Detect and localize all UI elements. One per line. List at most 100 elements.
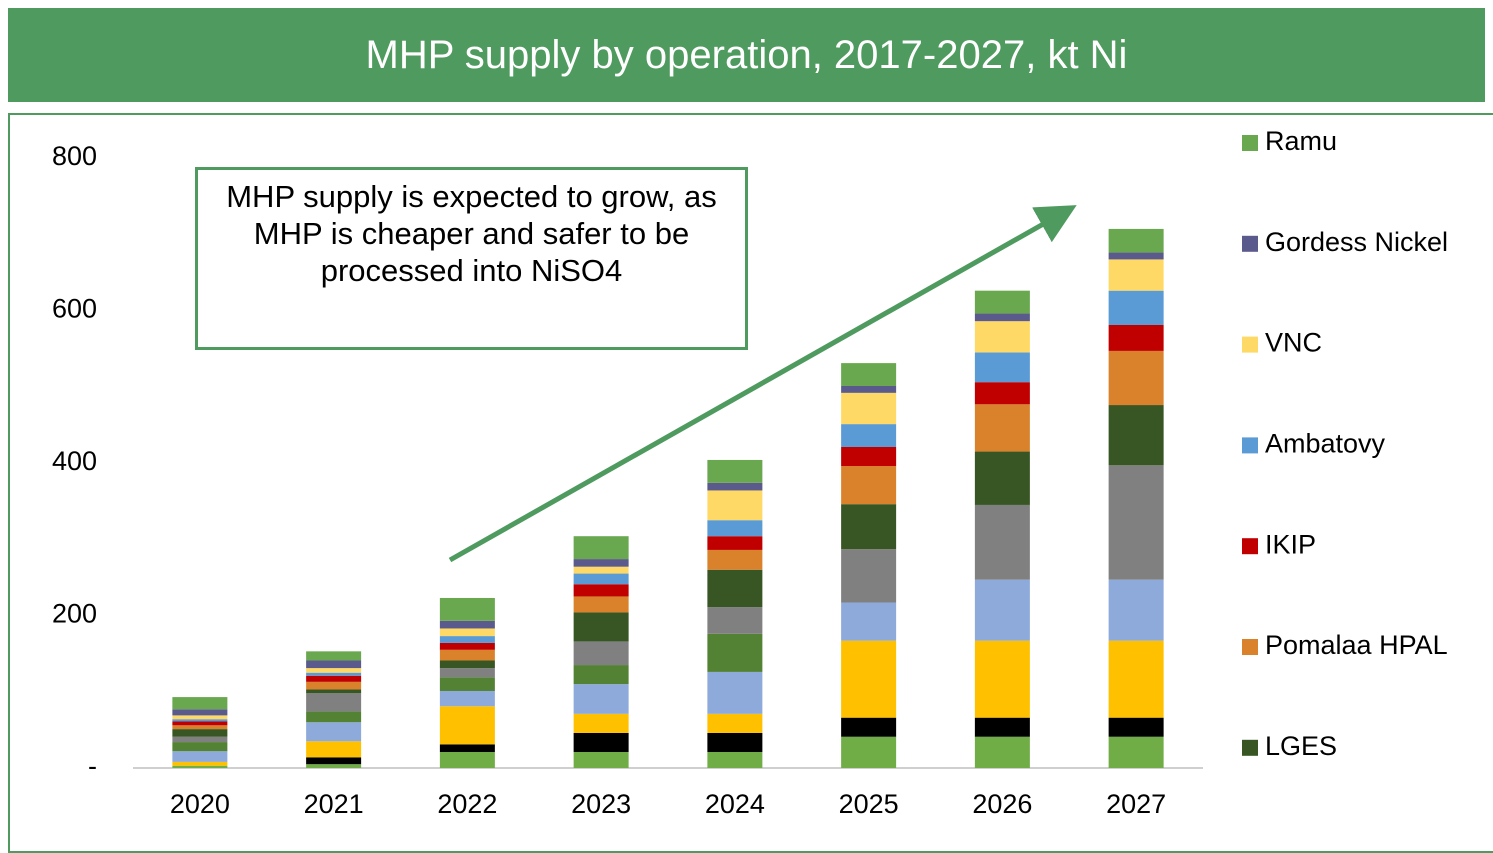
bar-segment <box>306 757 362 765</box>
x-tick-label: 2026 <box>972 789 1032 819</box>
bar-segment <box>1108 579 1164 641</box>
bar-segment <box>1108 252 1164 260</box>
bar-segment <box>841 549 897 603</box>
legend-label: IKIP <box>1265 529 1316 559</box>
bar-segment <box>439 668 495 678</box>
bar-segment <box>573 566 629 574</box>
bar-segment <box>974 504 1030 580</box>
bar-segment <box>306 693 362 712</box>
bar-segment <box>974 736 1030 768</box>
bar-segment <box>573 751 629 768</box>
bar-segment <box>172 721 228 726</box>
bar-segment <box>1108 228 1164 253</box>
bar-segment <box>841 392 897 425</box>
annotation: MHP supply is expected to grow, as MHP i… <box>195 167 748 350</box>
bar-segment <box>573 584 629 597</box>
bar-segment <box>573 612 629 642</box>
bar-segment <box>172 719 228 722</box>
bar-segment <box>573 596 629 613</box>
bar-segment <box>573 573 629 585</box>
bar-segment <box>306 764 362 768</box>
bar-segment <box>707 607 763 634</box>
x-tick-label: 2021 <box>304 789 364 819</box>
y-tick-label: - <box>88 751 97 781</box>
legend-swatch <box>1242 739 1258 756</box>
bar-segment <box>841 385 897 393</box>
x-tick-label: 2022 <box>437 789 497 819</box>
legend-label: Ambatovy <box>1265 429 1386 459</box>
bar-segment <box>974 451 1030 505</box>
bar-segment <box>841 602 897 641</box>
legend-label: Pomalaa HPAL <box>1265 630 1448 660</box>
bar-segment <box>573 665 629 685</box>
legend-swatch <box>1242 336 1258 353</box>
bar-segment <box>841 424 897 447</box>
bar-segment <box>306 681 362 690</box>
bar-segment <box>439 677 495 691</box>
bar-segment <box>841 446 897 467</box>
bar-segment <box>573 732 629 752</box>
bar-segment <box>841 504 897 550</box>
y-tick-label: 400 <box>52 446 97 476</box>
bar-segment <box>707 671 763 714</box>
bar-segment <box>1108 324 1164 351</box>
bar-segment <box>974 352 1030 383</box>
bar-segment <box>573 559 629 567</box>
bar-segment <box>306 651 362 661</box>
bar-segment <box>1108 465 1164 580</box>
bar-segment <box>306 672 362 676</box>
bar-segment <box>439 649 495 661</box>
bar-segment <box>974 382 1030 405</box>
bar-segment <box>1108 350 1164 406</box>
bar-segment <box>439 628 495 637</box>
legend-label: VNC <box>1265 328 1322 358</box>
bar-segment <box>172 715 228 720</box>
x-tick-label: 2025 <box>839 789 899 819</box>
bar-segment <box>1108 640 1164 718</box>
bar-segment <box>439 706 495 745</box>
bar-segment <box>439 744 495 752</box>
bar-segment <box>573 641 629 666</box>
bar-segment <box>707 536 763 550</box>
bar-segment <box>974 640 1030 718</box>
bar-segment <box>1108 259 1164 291</box>
bar-segment <box>172 751 228 762</box>
y-tick-label: 200 <box>52 599 97 629</box>
bar-segment <box>707 633 763 672</box>
bar-segment <box>1108 290 1164 325</box>
bar-segment <box>841 640 897 718</box>
bar-segment <box>974 290 1030 314</box>
bar-segment <box>439 690 495 707</box>
legend-swatch <box>1242 538 1258 555</box>
bar-segment <box>573 684 629 714</box>
bar-segment <box>306 668 362 673</box>
bar-segment <box>172 725 228 730</box>
legend-swatch <box>1242 639 1258 655</box>
bar-segment <box>841 466 897 505</box>
bar-segment <box>707 549 763 570</box>
bar-segment <box>306 689 362 694</box>
bar-segment <box>974 717 1030 737</box>
bar-segment <box>707 713 763 733</box>
x-tick-label: 2027 <box>1106 789 1166 819</box>
bar-segment <box>439 660 495 669</box>
legend-swatch <box>1242 135 1258 151</box>
bar-segment <box>974 321 1030 353</box>
bar-segment <box>439 642 495 650</box>
legend-label: Ramu <box>1265 126 1337 156</box>
bar-segment <box>1108 405 1164 466</box>
legend-swatch <box>1242 235 1258 252</box>
bar-segment <box>306 741 362 758</box>
bar-segment <box>306 711 362 723</box>
bar-segment <box>974 579 1030 641</box>
bar-segment <box>172 742 228 752</box>
bar-segment <box>707 569 763 608</box>
y-tick-label: 800 <box>52 141 97 171</box>
bar-segment <box>306 660 362 669</box>
bar-segment <box>974 404 1030 452</box>
bar-segment <box>707 751 763 768</box>
y-tick-label: 600 <box>52 294 97 324</box>
bar-segment <box>707 482 763 491</box>
legend-swatch <box>1242 437 1258 454</box>
